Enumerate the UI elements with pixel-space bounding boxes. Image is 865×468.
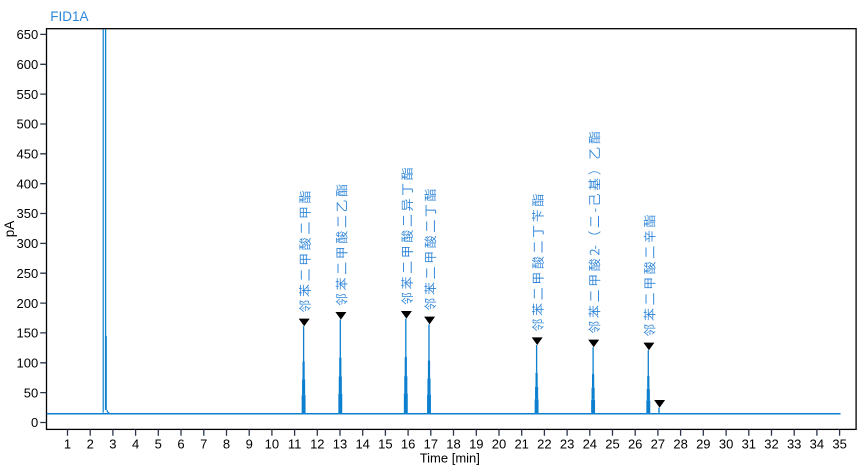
svg-text:20: 20 bbox=[492, 437, 506, 452]
svg-text:150: 150 bbox=[16, 326, 38, 341]
svg-text:3: 3 bbox=[109, 437, 116, 452]
svg-text:500: 500 bbox=[16, 117, 38, 132]
svg-text:8: 8 bbox=[223, 437, 230, 452]
svg-text:pA: pA bbox=[2, 221, 17, 238]
svg-text:7: 7 bbox=[200, 437, 207, 452]
svg-text:1: 1 bbox=[64, 437, 71, 452]
svg-text:18: 18 bbox=[446, 437, 460, 452]
svg-text:350: 350 bbox=[16, 206, 38, 221]
svg-text:26: 26 bbox=[628, 437, 642, 452]
svg-text:100: 100 bbox=[16, 356, 38, 371]
svg-text:30: 30 bbox=[719, 437, 733, 452]
svg-text:29: 29 bbox=[696, 437, 710, 452]
svg-text:34: 34 bbox=[810, 437, 824, 452]
svg-text:5: 5 bbox=[155, 437, 162, 452]
svg-text:32: 32 bbox=[764, 437, 778, 452]
svg-text:4: 4 bbox=[132, 437, 139, 452]
svg-text:9: 9 bbox=[246, 437, 253, 452]
svg-text:12: 12 bbox=[310, 437, 324, 452]
svg-text:23: 23 bbox=[560, 437, 574, 452]
svg-text:10: 10 bbox=[265, 437, 279, 452]
svg-text:200: 200 bbox=[16, 296, 38, 311]
svg-text:400: 400 bbox=[16, 176, 38, 191]
svg-text:25: 25 bbox=[605, 437, 619, 452]
svg-text:17: 17 bbox=[424, 437, 438, 452]
svg-text:21: 21 bbox=[514, 437, 528, 452]
svg-text:13: 13 bbox=[333, 437, 347, 452]
svg-text:22: 22 bbox=[537, 437, 551, 452]
svg-text:650: 650 bbox=[16, 27, 38, 42]
svg-text:11: 11 bbox=[288, 437, 302, 452]
svg-text:450: 450 bbox=[16, 147, 38, 162]
svg-text:0: 0 bbox=[31, 415, 38, 430]
svg-text:28: 28 bbox=[673, 437, 687, 452]
svg-text:600: 600 bbox=[16, 57, 38, 72]
svg-text:50: 50 bbox=[24, 385, 38, 400]
svg-text:550: 550 bbox=[16, 87, 38, 102]
svg-text:35: 35 bbox=[832, 437, 846, 452]
svg-text:14: 14 bbox=[355, 437, 369, 452]
svg-text:2: 2 bbox=[87, 437, 94, 452]
svg-text:250: 250 bbox=[16, 266, 38, 281]
svg-text:Time [min]: Time [min] bbox=[420, 451, 480, 466]
svg-text:FID1A: FID1A bbox=[50, 9, 88, 24]
svg-text:33: 33 bbox=[787, 437, 801, 452]
svg-text:16: 16 bbox=[401, 437, 415, 452]
svg-text:31: 31 bbox=[742, 437, 756, 452]
svg-text:15: 15 bbox=[378, 437, 392, 452]
svg-text:6: 6 bbox=[177, 437, 184, 452]
svg-text:27: 27 bbox=[651, 437, 665, 452]
svg-text:300: 300 bbox=[16, 236, 38, 251]
svg-text:24: 24 bbox=[583, 437, 597, 452]
svg-text:19: 19 bbox=[469, 437, 483, 452]
